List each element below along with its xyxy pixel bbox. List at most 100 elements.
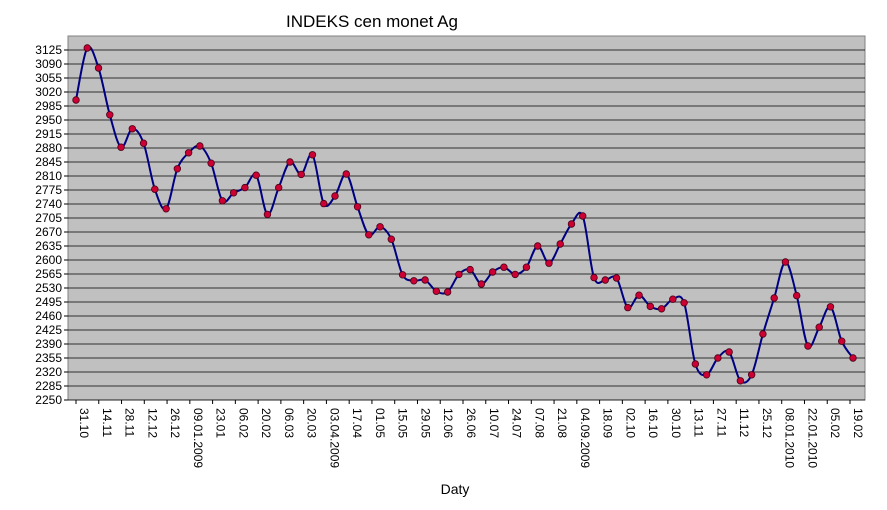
y-tick-label: 2390 <box>35 337 62 351</box>
data-point <box>669 295 677 303</box>
data-point <box>657 305 666 313</box>
data-point <box>804 342 812 350</box>
data-point <box>72 96 80 104</box>
x-tick-label: 26.12 <box>168 408 182 438</box>
data-point <box>274 183 283 192</box>
y-tick-label: 2985 <box>35 99 62 113</box>
data-point <box>759 330 767 338</box>
data-point <box>353 203 362 211</box>
data-point <box>207 159 215 167</box>
data-point <box>792 291 801 300</box>
data-point <box>252 171 260 179</box>
x-axis-label: Daty <box>441 481 470 497</box>
data-point <box>308 151 317 159</box>
data-point <box>218 197 227 205</box>
x-tick-label: 22.01.2010 <box>805 408 819 468</box>
y-tick-label: 2915 <box>35 127 62 141</box>
data-point <box>196 142 204 150</box>
y-tick-label: 2320 <box>35 365 62 379</box>
data-point <box>511 270 519 279</box>
y-tick-label: 3090 <box>35 57 62 71</box>
data-point <box>624 303 632 312</box>
x-tick-label: 02.10 <box>623 408 637 438</box>
data-point <box>781 258 790 266</box>
data-point <box>297 170 305 179</box>
x-tick-label: 16.10 <box>646 408 660 438</box>
y-tick-label: 3020 <box>35 85 62 99</box>
data-point <box>241 183 249 192</box>
data-point <box>725 348 733 356</box>
data-point <box>128 125 137 133</box>
x-tick-label: 06.02 <box>236 408 250 438</box>
y-tick-label: 2425 <box>35 323 62 337</box>
x-tick-label: 03.04.2009 <box>327 408 341 468</box>
x-tick-label: 10.07 <box>487 408 501 438</box>
data-point <box>184 149 193 157</box>
y-tick-label: 2635 <box>35 239 62 253</box>
y-tick-label: 2670 <box>35 225 62 239</box>
y-axis-ticks: 2250228523202355239024252460249525302565… <box>35 43 68 407</box>
x-tick-label: 15.05 <box>396 408 410 438</box>
y-tick-label: 2810 <box>35 169 62 183</box>
data-point <box>815 323 823 331</box>
y-tick-label: 2845 <box>35 155 62 169</box>
data-point <box>106 111 114 119</box>
x-tick-label: 20.03 <box>305 408 319 438</box>
x-tick-label: 12.06 <box>441 408 455 438</box>
x-tick-label: 20.02 <box>259 408 273 438</box>
data-point <box>714 354 722 362</box>
x-tick-label: 23.01 <box>214 408 228 438</box>
x-tick-label: 12.12 <box>145 408 159 438</box>
x-tick-label: 31.10 <box>77 408 91 438</box>
y-tick-label: 2775 <box>35 183 62 197</box>
y-tick-label: 2740 <box>35 197 62 211</box>
y-tick-label: 2285 <box>35 379 62 393</box>
x-tick-label: 13.11 <box>692 408 706 437</box>
data-point <box>162 205 170 213</box>
data-point <box>612 274 621 282</box>
data-point <box>579 212 587 220</box>
x-tick-label: 05.02 <box>828 408 842 438</box>
x-tick-label: 21.08 <box>555 408 569 438</box>
data-point <box>173 165 182 173</box>
data-point <box>601 276 609 284</box>
data-point <box>691 360 700 368</box>
data-point <box>826 303 835 311</box>
data-point <box>635 291 643 299</box>
data-point <box>443 288 452 296</box>
x-axis-ticks: 31.10 14.11 28.11 12.12 26.12 09.01.2009 23.01… <box>75 400 865 468</box>
data-point <box>545 259 553 267</box>
x-tick-label: 27.11 <box>714 408 728 437</box>
gridlines <box>68 49 865 401</box>
data-point <box>342 170 350 178</box>
data-point <box>646 302 655 311</box>
x-tick-label: 01.05 <box>373 408 387 438</box>
x-tick-label: 24.07 <box>510 408 524 438</box>
data-point <box>398 271 407 279</box>
data-markers <box>72 44 857 385</box>
data-point <box>567 220 576 228</box>
data-point <box>556 240 564 248</box>
data-point <box>466 265 474 274</box>
series-line <box>75 45 854 384</box>
y-tick-label: 3125 <box>35 43 62 57</box>
data-point <box>432 287 441 295</box>
data-point <box>263 210 272 219</box>
x-tick-label: 25.12 <box>760 408 774 438</box>
data-point <box>376 223 384 231</box>
y-tick-label: 3055 <box>35 71 62 85</box>
data-point <box>500 263 508 271</box>
x-tick-label: 30.10 <box>669 408 683 438</box>
data-point <box>488 268 497 276</box>
data-point <box>410 277 418 285</box>
y-tick-label: 2950 <box>35 113 62 127</box>
y-tick-label: 2495 <box>35 295 62 309</box>
data-point <box>849 354 857 362</box>
x-tick-label: 07.08 <box>532 408 546 438</box>
data-point <box>117 143 125 151</box>
data-point <box>590 273 598 282</box>
data-point <box>365 231 373 239</box>
x-tick-label: 04.09.2009 <box>578 408 592 468</box>
x-tick-label: 29.05 <box>418 408 432 438</box>
